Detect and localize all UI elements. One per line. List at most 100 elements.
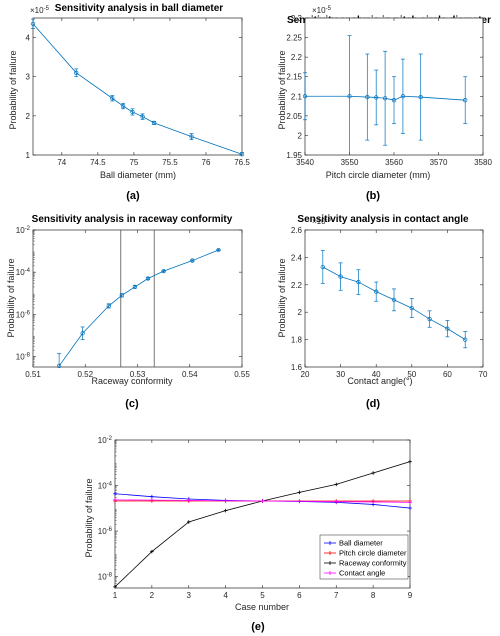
panel-d-multiplier-base: ×10: [312, 217, 326, 226]
panel-d-ylabel: Probability of failure: [277, 258, 287, 337]
panel-d-data-point: [374, 289, 379, 294]
panel-a-xtick-label: 74.5: [90, 158, 106, 167]
panel-b-multiplier-exp: -5: [326, 6, 332, 12]
panel-a: Sensitivity analysis in ball diameter ×1…: [8, 3, 250, 202]
panel-d-ytick-label: 1.8: [291, 336, 303, 345]
panel-a-axes: 74 74.5 75 75.5 76 76.5 1 2 3 4: [26, 17, 250, 167]
panel-a-xlabel: Ball diameter (mm): [100, 170, 176, 180]
panel-a-frame: [32, 17, 243, 156]
panel-e-xlabel: Case number: [235, 602, 289, 612]
panel-b-ylabel: Probability of failure: [277, 50, 287, 129]
panel-b-axes: 3540 3550 3560 3570 3580 1.95 2 2.05 2.1 2.15 2.2 2…: [286, 14, 492, 167]
panel-d-ytick-label: 1.6: [291, 363, 303, 372]
panel-e-xtick-label: 6: [297, 591, 302, 600]
ytick-base: 10: [16, 352, 25, 361]
ytick-base: 10: [16, 310, 25, 319]
panel-e-xtick-label: 5: [260, 591, 265, 600]
panel-c-data-point: [145, 276, 151, 281]
panel-c-ytick-label: 10-8: [16, 352, 31, 361]
panel-c-data-point: [56, 363, 62, 369]
panel-b-ytick-label: 2.3: [291, 14, 303, 23]
panel-c-data-point: [190, 258, 195, 263]
ytick-exponent: -6: [107, 527, 113, 533]
panel-b-data-point: [400, 94, 406, 99]
ytick-base: 10: [98, 436, 107, 445]
panel-b-ytick-label: 2.15: [286, 73, 302, 82]
panel-b-xtick-label: 3580: [474, 158, 492, 167]
panel-d-multiplier: ×10-5: [312, 217, 332, 226]
panel-a-ytick-label: 1: [26, 151, 31, 160]
ytick-exponent: -4: [25, 268, 31, 274]
panel-a-ylabel: Probability of failure: [8, 50, 18, 129]
panel-b-data-point: [391, 98, 397, 103]
panel-d-data-point: [409, 305, 414, 311]
ytick-exponent: -8: [107, 573, 113, 579]
panel-b-multiplier-base: ×10: [312, 6, 326, 15]
panel-b-xtick-label: 3570: [430, 158, 448, 167]
ytick-base: 10: [98, 482, 107, 491]
panel-a-data-point: [120, 103, 126, 109]
panel-c-ytick-label: 10-4: [16, 268, 31, 277]
panel-a-data-point: [130, 109, 135, 115]
ytick-base: 10: [98, 527, 107, 536]
svg-text:×10-5: ×10-5: [30, 6, 50, 15]
ytick-base: 10: [16, 268, 25, 277]
panel-b-xtick-label: 3550: [341, 158, 359, 167]
ytick-exponent: -4: [107, 482, 113, 488]
panel-e-xtick-label: 1: [113, 591, 118, 600]
panel-a-xtick-label: 76.5: [234, 158, 250, 167]
ytick-base: 10: [98, 573, 107, 582]
panel-e-xtick-label: 9: [408, 591, 413, 600]
panel-d-data-point: [391, 297, 397, 303]
panel-c-data-point: [80, 331, 85, 336]
panel-b-data-point: [365, 94, 370, 100]
panel-a-multiplier-base: ×10: [30, 6, 44, 15]
panel-d-xlabel: Contact angle(°): [347, 376, 412, 386]
panel-d-data-point: [427, 316, 432, 322]
panel-d-xtick-label: 40: [372, 370, 381, 379]
panel-c-ytick-label: 10-2: [16, 226, 31, 235]
ytick-exponent: -8: [25, 352, 31, 358]
panel-c-xtick-label: 0.51: [25, 370, 41, 379]
panel-a-xtick-label: 74: [57, 158, 66, 167]
panel-b-ytick-label: 2.1: [291, 92, 303, 101]
panel-a-data-point: [30, 21, 36, 27]
panel-c-ylabel: Probability of failure: [6, 258, 16, 337]
panel-b-xtick-label: 3540: [296, 158, 314, 167]
svg-text:×10-5: ×10-5: [312, 6, 332, 15]
panel-b-data-point: [302, 94, 308, 99]
panel-a-xtick-label: 75.5: [162, 158, 178, 167]
panel-e-xtick-label: 7: [334, 591, 339, 600]
panel-c-xtick-label: 0.53: [130, 370, 146, 379]
panel-b-data-point: [347, 94, 352, 99]
ytick-exponent: -2: [25, 226, 31, 232]
panel-d-title: Sensitivity analysis in contact angle: [297, 214, 469, 225]
panel-e-ytick-label: 10-4: [98, 482, 113, 491]
panel-c-data-point: [161, 268, 166, 274]
panel-e-xtick-label: 3: [187, 591, 192, 600]
panel-c-frame: [32, 229, 243, 368]
panel-e: 1 2 3 4 5 6 7 8 910-810-610-410-2 Case number Pr…: [84, 436, 413, 633]
panel-d-ytick-label: 2.6: [291, 226, 303, 235]
panel-d-ytick-label: 2: [298, 308, 303, 317]
panel-c-data-point: [216, 247, 221, 253]
panel-c-xtick-label: 0.55: [234, 370, 250, 379]
panel-b-ytick-label: 1.95: [286, 151, 302, 160]
panel-c-xtick-label: 0.52: [77, 370, 93, 379]
panel-b-label: (b): [366, 190, 380, 202]
panel-e-label: (e): [251, 621, 265, 633]
panel-d-data-point: [463, 337, 468, 342]
svg-text:×10-5: ×10-5: [312, 217, 332, 226]
panel-a-data-point: [110, 96, 115, 101]
panel-d-label: (d): [366, 398, 380, 410]
panel-a-ytick-label: 3: [26, 73, 31, 82]
panel-c-data-point: [106, 303, 111, 309]
ytick-base: 10: [16, 226, 25, 235]
panel-a-xtick-label: 76: [202, 158, 211, 167]
panel-a-data-point: [140, 114, 145, 119]
panel-e-ytick-label: 10-2: [98, 436, 113, 445]
panel-c-xlabel: Raceway conformity: [91, 376, 173, 386]
panel-d-multiplier-exp: -5: [326, 217, 332, 223]
